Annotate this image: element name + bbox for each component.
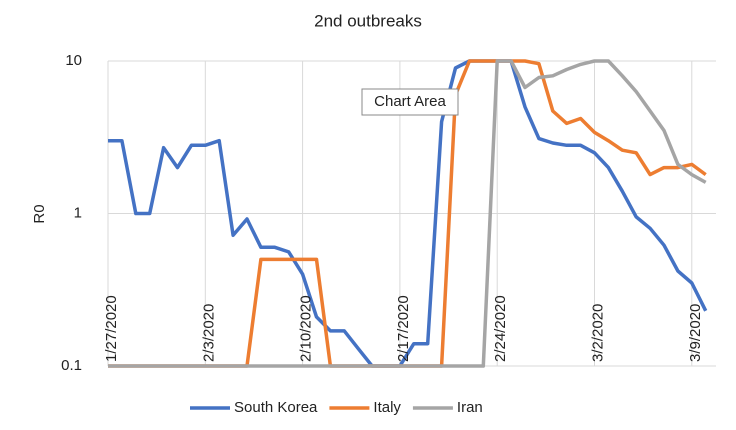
plot-lines: [108, 59, 708, 368]
x-tick-label: 2/24/2020: [492, 295, 509, 362]
legend-label: Iran: [457, 399, 483, 416]
series-line: [108, 59, 707, 368]
y-axis-label: R0: [31, 204, 48, 223]
x-tick-label: 2/10/2020: [298, 295, 315, 362]
x-tick-label: 3/2/2020: [589, 304, 606, 362]
legend-label: Italy: [373, 399, 401, 416]
tooltip: Chart Area: [361, 88, 459, 116]
y-tick-label: 10: [65, 52, 82, 69]
y-tick-label: 1: [74, 204, 82, 221]
x-tick-label: 2/17/2020: [395, 295, 412, 362]
x-tick-label: 3/9/2020: [687, 304, 704, 362]
x-tick-label: 2/3/2020: [200, 304, 217, 362]
labels: 0.1 1 10 1/27/2020 2/3/2020 2/10/2020 2/17/202…: [61, 52, 704, 416]
y-tick-label: 0.1: [61, 357, 82, 374]
tooltip-text: Chart Area: [374, 93, 446, 110]
series-line: [108, 59, 708, 368]
x-tick-label: 1/27/2020: [103, 295, 120, 362]
chart-title: 2nd outbreaks: [314, 11, 422, 30]
tooltip-box: [361, 88, 459, 116]
grid: [107, 60, 716, 367]
legend-label: South Korea: [234, 399, 318, 416]
